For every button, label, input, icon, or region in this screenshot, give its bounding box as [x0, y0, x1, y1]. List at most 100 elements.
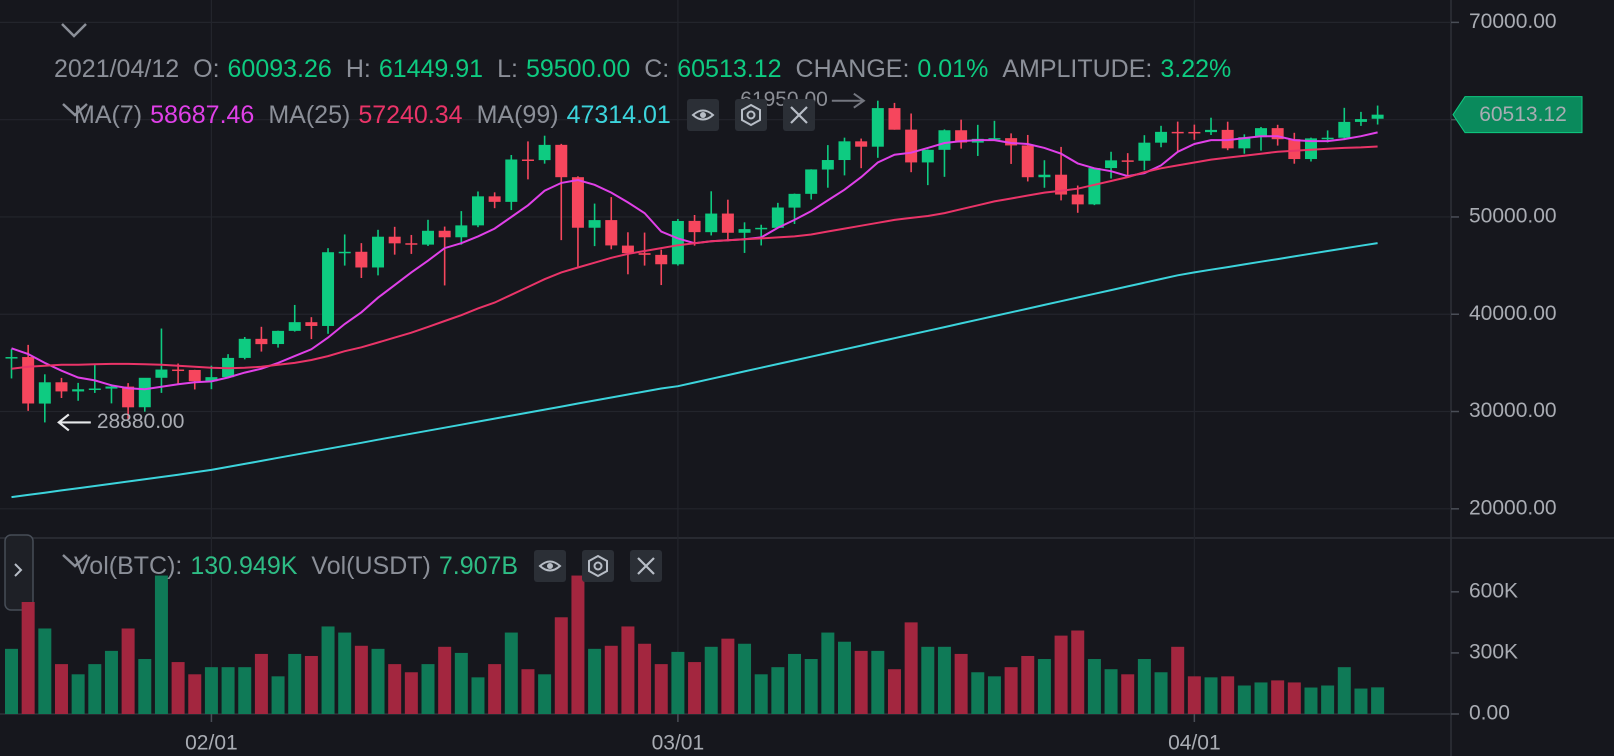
volume-bar	[254, 653, 268, 714]
candle-body	[1005, 138, 1018, 146]
volume-bar	[1071, 630, 1085, 714]
volume-bar	[404, 672, 418, 714]
candle-body	[1304, 138, 1317, 160]
volume-bar	[704, 646, 718, 714]
eye-pupil	[547, 563, 554, 569]
volume-bar	[188, 674, 202, 714]
volume-bar	[1037, 659, 1051, 714]
candle-body	[1088, 168, 1101, 205]
volume-bar	[1287, 682, 1301, 714]
ma-value: 57240.34	[358, 100, 463, 129]
ma-line	[11, 145, 1378, 370]
settings-button[interactable]	[582, 550, 615, 582]
collapse-chevron[interactable]	[60, 99, 90, 119]
volume-bar	[838, 641, 851, 714]
candle-body	[5, 357, 18, 359]
candle-body	[322, 252, 335, 326]
volume-bar	[38, 628, 52, 714]
collapse-chevron[interactable]	[60, 550, 90, 570]
candle-body	[355, 251, 368, 268]
volume-bar	[71, 674, 85, 714]
candle-body	[122, 386, 135, 408]
legend-label: L:	[497, 55, 518, 83]
eye-outline	[538, 560, 562, 572]
volume-bar	[1254, 682, 1268, 714]
legend-label: AMPLITUDE:	[1002, 55, 1153, 83]
volume-bar	[21, 602, 35, 714]
last-price-label: 60513.12	[1479, 103, 1567, 126]
close-button[interactable]	[630, 550, 663, 582]
volume-bar	[738, 643, 752, 714]
volume-bar	[104, 650, 118, 714]
volume-bar	[171, 662, 185, 714]
candle-body	[771, 207, 784, 228]
candle-body	[671, 220, 684, 265]
volume-bar	[788, 653, 802, 714]
volume-bar	[521, 669, 535, 714]
date: 2021/04/12	[54, 55, 180, 83]
candle-body	[288, 322, 301, 331]
y-tick-label: 300K	[1469, 640, 1518, 663]
volume-bar	[1271, 680, 1285, 714]
volume-bar	[1054, 635, 1068, 714]
candle-body	[488, 196, 501, 202]
volume-bar	[887, 669, 901, 714]
low-marker-label: 28880.00	[97, 410, 185, 433]
candle-body	[555, 144, 568, 178]
candle-body	[372, 236, 385, 268]
volume-label: Vol(BTC):	[74, 551, 183, 580]
volume-bar	[321, 626, 335, 714]
close-button[interactable]	[782, 99, 815, 131]
legend-label: C:	[644, 55, 670, 83]
volume-bar	[1337, 667, 1351, 714]
volume-bar	[854, 650, 868, 714]
volume-bar	[604, 645, 618, 714]
candle-body	[405, 243, 418, 245]
volume-bar	[1354, 688, 1368, 714]
collapse-chevron[interactable]	[61, 23, 87, 38]
low-marker-arrow	[57, 413, 91, 432]
volume-bar	[138, 659, 152, 714]
eye-button-glyph	[691, 109, 715, 121]
volume-bar	[1137, 659, 1151, 714]
expand-chevron	[14, 563, 23, 577]
eye-button[interactable]	[534, 550, 567, 582]
candle-body	[22, 357, 35, 404]
candle-body	[755, 227, 768, 230]
volume-bar	[1371, 687, 1385, 714]
volume-bar	[971, 672, 985, 714]
legend-value: 0.01%	[917, 55, 989, 83]
volume-bar	[804, 659, 818, 714]
volume-bar	[754, 674, 768, 714]
candle-body	[738, 229, 751, 233]
legend-value: 61449.91	[378, 55, 484, 83]
volume-bar	[721, 638, 735, 714]
volume-bar	[338, 632, 352, 714]
candle-body	[605, 220, 618, 246]
candle-body	[538, 144, 551, 161]
eye-button[interactable]	[686, 99, 719, 131]
candle-body	[938, 130, 951, 150]
volume-bar	[1004, 667, 1018, 714]
candle-body	[1038, 174, 1051, 178]
close-button-glyph	[790, 106, 808, 124]
volume-bar	[271, 676, 285, 714]
ma-legend: MA(7) 58687.46 MA(25) 57240.34 MA(99) 47314.0…	[60, 99, 815, 131]
volume-bar	[488, 664, 502, 714]
candle-body	[438, 230, 451, 238]
volume-bar	[1104, 669, 1118, 714]
settings-button[interactable]	[734, 99, 767, 131]
candle-body	[638, 253, 651, 255]
legend-value: 3.22%	[1160, 55, 1232, 83]
volume-bar	[1121, 674, 1135, 714]
volume-bar	[288, 653, 302, 714]
volume-bar	[438, 646, 452, 714]
volume-bar	[821, 632, 835, 714]
volume-bar	[638, 643, 652, 714]
ohlc-legend: 2021/04/12 O: 60093.26 H: 61449.91 L: 59500.00…	[40, 55, 1231, 84]
candle-body	[388, 236, 401, 244]
candle-body	[888, 108, 901, 130]
candle-body	[1238, 137, 1251, 149]
candle-body	[988, 138, 1001, 140]
candle-body	[1105, 160, 1118, 169]
